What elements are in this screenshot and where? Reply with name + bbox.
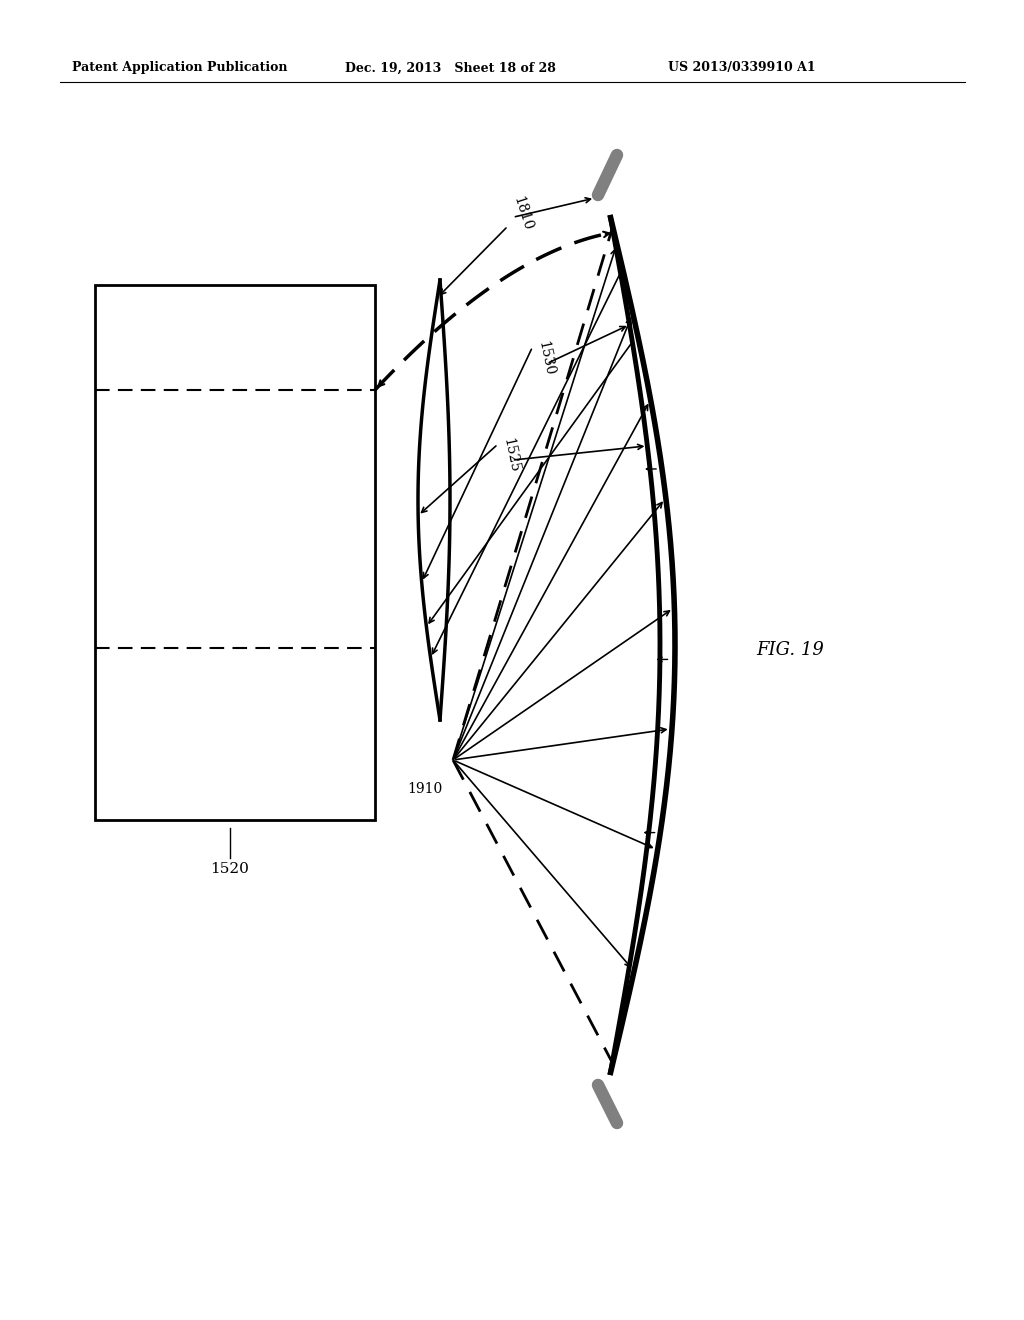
Text: Patent Application Publication: Patent Application Publication bbox=[72, 62, 288, 74]
Text: 1530: 1530 bbox=[535, 339, 556, 376]
Text: 1910: 1910 bbox=[408, 781, 443, 796]
Bar bbox=[95, 285, 375, 820]
Text: US 2013/0339910 A1: US 2013/0339910 A1 bbox=[668, 62, 816, 74]
Text: 1520: 1520 bbox=[211, 862, 250, 876]
Text: Dec. 19, 2013   Sheet 18 of 28: Dec. 19, 2013 Sheet 18 of 28 bbox=[345, 62, 556, 74]
Text: FIG. 19: FIG. 19 bbox=[756, 642, 824, 659]
Text: 1525: 1525 bbox=[500, 437, 521, 474]
Text: 1810: 1810 bbox=[510, 194, 535, 232]
